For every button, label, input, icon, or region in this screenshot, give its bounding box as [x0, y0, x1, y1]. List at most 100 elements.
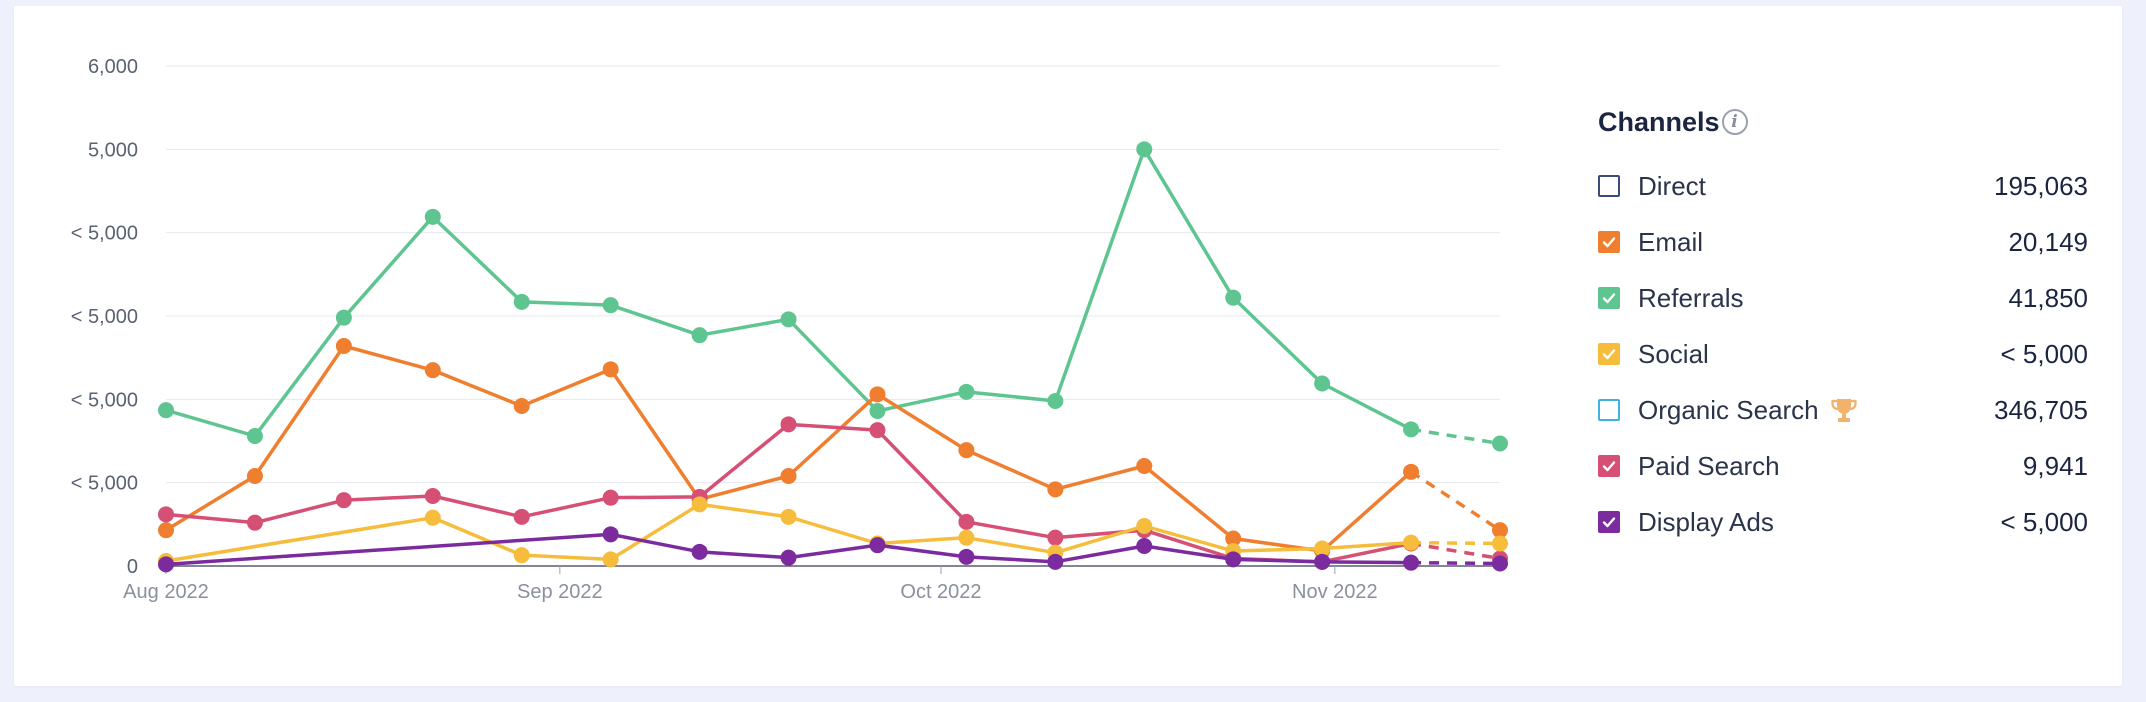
series-projection-line: [1411, 560, 1501, 566]
y-tick-label: < 5,000: [71, 223, 138, 245]
data-point[interactable]: [1403, 463, 1420, 480]
data-point[interactable]: [691, 327, 708, 344]
data-point[interactable]: [1403, 534, 1420, 551]
data-point[interactable]: [780, 468, 797, 484]
data-point[interactable]: [1492, 535, 1508, 552]
data-point[interactable]: [602, 489, 619, 506]
data-point[interactable]: [780, 416, 797, 433]
data-point[interactable]: [602, 361, 619, 378]
data-point[interactable]: [335, 492, 352, 509]
checkbox-checked-icon[interactable]: [1598, 511, 1620, 533]
data-point[interactable]: [958, 383, 975, 400]
data-point[interactable]: [158, 522, 174, 539]
data-point[interactable]: [1225, 551, 1242, 568]
data-point[interactable]: [1492, 435, 1508, 452]
data-point[interactable]: [780, 508, 797, 525]
data-point[interactable]: [691, 543, 708, 560]
legend-list: Direct 195,063 Email 20,149 Referrals 41,850 S…: [1598, 158, 2088, 550]
data-point[interactable]: [158, 402, 174, 419]
data-point[interactable]: [1136, 538, 1153, 554]
data-point[interactable]: [1047, 393, 1064, 409]
data-point[interactable]: [513, 293, 530, 310]
legend-item-referrals[interactable]: Referrals 41,850: [1598, 270, 2088, 326]
data-point[interactable]: [1314, 375, 1331, 392]
data-point[interactable]: [424, 362, 441, 379]
legend-item-label: Organic Search: [1638, 394, 1819, 425]
data-point[interactable]: [1403, 421, 1420, 438]
legend-item-value: 346,705: [1994, 394, 2088, 425]
legend-item-display-ads[interactable]: Display Ads < 5,000: [1598, 494, 2088, 550]
data-point[interactable]: [869, 537, 886, 554]
series-paid-search: [158, 416, 1508, 570]
data-point[interactable]: [1225, 289, 1242, 306]
checkbox-unchecked-icon[interactable]: [1598, 399, 1620, 421]
data-point[interactable]: [602, 297, 619, 314]
y-tick-label: 5,000: [88, 139, 138, 161]
data-point[interactable]: [869, 422, 886, 439]
data-point[interactable]: [1492, 555, 1508, 572]
legend-item-value: 20,149: [2008, 226, 2088, 257]
chart-grid: [166, 65, 1500, 567]
data-point[interactable]: [602, 526, 619, 543]
data-point[interactable]: [424, 208, 441, 225]
legend-item-value: 195,063: [1994, 170, 2088, 201]
data-point[interactable]: [1136, 518, 1153, 534]
data-point[interactable]: [1492, 522, 1508, 539]
legend-item-direct[interactable]: Direct 195,063: [1598, 158, 2088, 214]
data-point[interactable]: [1047, 481, 1064, 498]
data-point[interactable]: [1136, 458, 1153, 474]
legend-item-paid-search[interactable]: Paid Search 9,941: [1598, 438, 2088, 494]
data-point[interactable]: [424, 509, 441, 526]
data-point[interactable]: [335, 338, 352, 354]
info-icon[interactable]: i: [1721, 109, 1748, 135]
checkbox-checked-icon[interactable]: [1598, 231, 1620, 253]
legend-title: Channels: [1598, 106, 1720, 137]
series-projection-line: [1410, 427, 1501, 446]
checkbox-checked-icon[interactable]: [1598, 343, 1620, 365]
data-point[interactable]: [958, 548, 975, 565]
data-point[interactable]: [958, 442, 975, 459]
legend-item-value: 9,941: [2022, 450, 2088, 481]
data-point[interactable]: [158, 506, 174, 523]
legend-item-organic-search[interactable]: Organic Search 346,705: [1598, 382, 2088, 438]
data-point[interactable]: [1225, 530, 1242, 547]
data-point[interactable]: [958, 529, 975, 546]
data-point[interactable]: [513, 398, 530, 414]
data-point[interactable]: [246, 428, 263, 444]
channels-card: 0 < 5,000 < 5,000 < 5,000 < 5,000 5,000 6,000 …: [14, 6, 2122, 686]
data-point[interactable]: [246, 514, 263, 531]
chart-series: [158, 141, 1508, 573]
series-referrals: [158, 141, 1508, 452]
data-point[interactable]: [335, 309, 352, 326]
data-point[interactable]: [158, 556, 174, 573]
series-line: [165, 147, 1412, 438]
checkbox-checked-icon[interactable]: [1598, 287, 1620, 309]
data-point[interactable]: [246, 468, 263, 484]
data-point[interactable]: [780, 549, 797, 566]
series-email: [158, 338, 1508, 559]
data-point[interactable]: [691, 496, 708, 513]
legend-item-label: Referrals: [1638, 282, 1744, 313]
data-point[interactable]: [1136, 141, 1153, 158]
data-point[interactable]: [869, 386, 886, 403]
data-point[interactable]: [780, 311, 797, 328]
legend-item-social[interactable]: Social < 5,000: [1598, 326, 2088, 382]
data-point[interactable]: [1047, 529, 1064, 546]
data-point[interactable]: [513, 508, 530, 525]
series-projection-line: [1410, 541, 1501, 561]
data-point[interactable]: [602, 551, 619, 568]
legend-header: Channels i: [1598, 102, 2088, 142]
legend-item-email[interactable]: Email 20,149: [1598, 214, 2088, 270]
data-point[interactable]: [1314, 553, 1331, 570]
channels-line-chart: 0< 5,000< 5,000< 5,000< 5,0005,0006,000 …: [71, 56, 1508, 603]
data-point[interactable]: [513, 547, 530, 564]
data-point[interactable]: [424, 488, 441, 504]
data-point[interactable]: [1403, 554, 1420, 571]
checkbox-checked-icon[interactable]: [1598, 455, 1620, 477]
data-point[interactable]: [1314, 540, 1331, 557]
data-point[interactable]: [958, 513, 975, 530]
data-point[interactable]: [1047, 553, 1064, 570]
checkbox-unchecked-icon[interactable]: [1598, 175, 1620, 197]
legend-item-label: Direct: [1638, 170, 1706, 201]
data-point[interactable]: [869, 403, 886, 419]
